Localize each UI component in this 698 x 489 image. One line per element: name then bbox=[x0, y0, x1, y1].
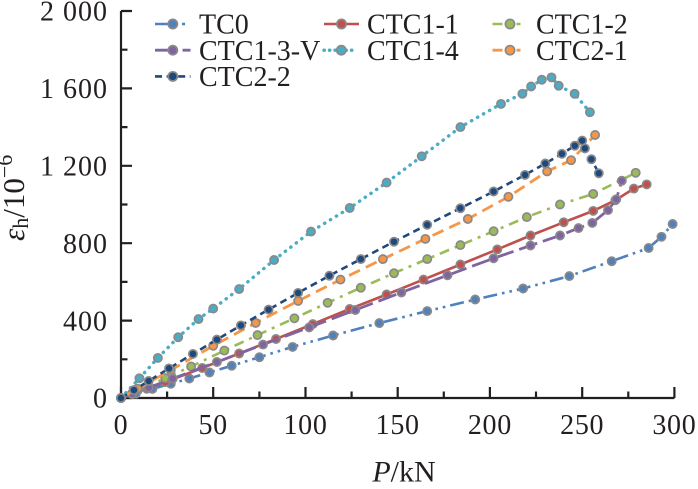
svg-text:250: 250 bbox=[560, 410, 604, 441]
svg-text:TC0: TC0 bbox=[199, 10, 249, 41]
svg-text:CTC1-1: CTC1-1 bbox=[367, 10, 459, 41]
svg-text:1 200: 1 200 bbox=[40, 152, 108, 183]
svg-text:0: 0 bbox=[93, 384, 108, 415]
svg-text:150: 150 bbox=[376, 410, 420, 441]
svg-text:CTC2-1: CTC2-1 bbox=[536, 36, 628, 67]
svg-text:400: 400 bbox=[63, 306, 108, 337]
svg-text:200: 200 bbox=[468, 410, 512, 441]
svg-text:εh/10−6: εh/10−6 bbox=[0, 155, 33, 241]
svg-text:CTC1-4: CTC1-4 bbox=[367, 36, 459, 67]
svg-text:2 000: 2 000 bbox=[40, 0, 108, 28]
svg-text:P/kN: P/kN bbox=[371, 456, 435, 485]
svg-text:50: 50 bbox=[198, 410, 227, 441]
svg-text:CTC1-2: CTC1-2 bbox=[536, 10, 628, 41]
svg-text:CTC2-2: CTC2-2 bbox=[199, 62, 291, 93]
svg-text:CTC1-3-V: CTC1-3-V bbox=[199, 36, 320, 67]
svg-text:1 600: 1 600 bbox=[40, 74, 108, 105]
svg-text:0: 0 bbox=[114, 410, 129, 441]
svg-text:800: 800 bbox=[63, 229, 108, 260]
svg-text:300: 300 bbox=[652, 410, 696, 441]
svg-text:100: 100 bbox=[283, 410, 327, 441]
